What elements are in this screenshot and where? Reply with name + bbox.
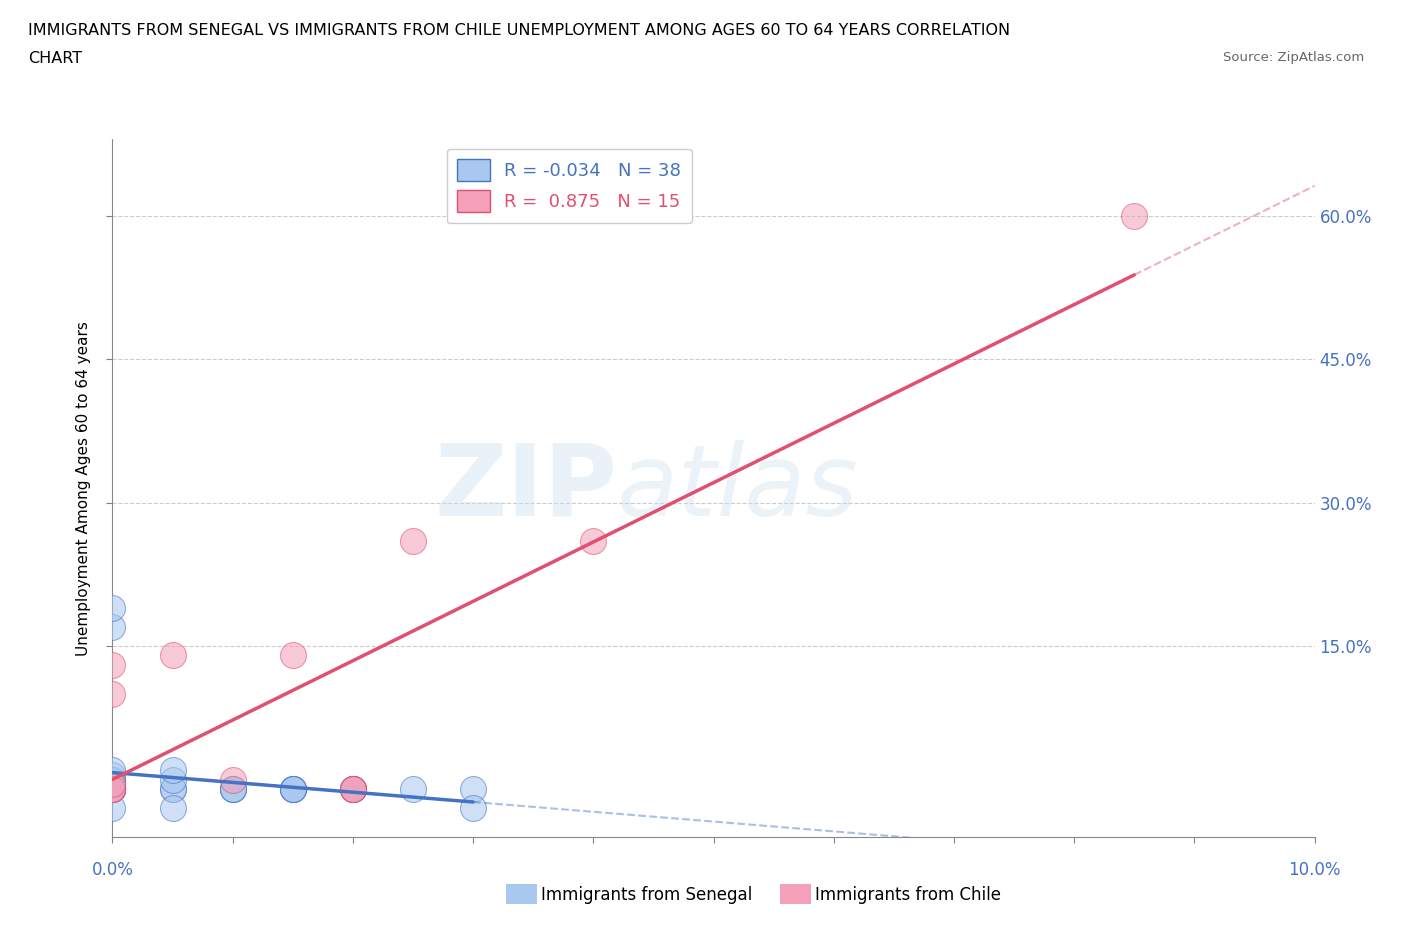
FancyBboxPatch shape: [498, 878, 546, 910]
Point: [402, 782, 425, 797]
Point: [342, 782, 364, 797]
Point: [162, 772, 184, 787]
Point: [101, 767, 124, 782]
Point: [101, 782, 124, 797]
Point: [342, 782, 364, 797]
Point: [342, 782, 364, 797]
Point: [342, 782, 364, 797]
Text: Immigrants from Senegal: Immigrants from Senegal: [541, 885, 752, 904]
Point: [342, 782, 364, 797]
Point: [101, 777, 124, 791]
Point: [101, 763, 124, 777]
Point: [281, 782, 304, 797]
Point: [101, 658, 124, 672]
Point: [101, 782, 124, 797]
Point: [342, 782, 364, 797]
Y-axis label: Unemployment Among Ages 60 to 64 years: Unemployment Among Ages 60 to 64 years: [76, 321, 91, 656]
Point: [582, 534, 605, 549]
Point: [101, 772, 124, 787]
Text: atlas: atlas: [617, 440, 859, 537]
Point: [101, 777, 124, 791]
Text: IMMIGRANTS FROM SENEGAL VS IMMIGRANTS FROM CHILE UNEMPLOYMENT AMONG AGES 60 TO 6: IMMIGRANTS FROM SENEGAL VS IMMIGRANTS FR…: [28, 23, 1011, 38]
Point: [101, 600, 124, 615]
Point: [281, 648, 304, 663]
Point: [162, 763, 184, 777]
Point: [101, 772, 124, 787]
Point: [461, 801, 484, 816]
Text: ZIP: ZIP: [434, 440, 617, 537]
Text: Source: ZipAtlas.com: Source: ZipAtlas.com: [1223, 51, 1364, 64]
Text: Immigrants from Chile: Immigrants from Chile: [815, 885, 1001, 904]
Point: [101, 782, 124, 797]
Point: [101, 782, 124, 797]
Point: [281, 782, 304, 797]
Point: [281, 782, 304, 797]
Point: [222, 782, 245, 797]
FancyBboxPatch shape: [773, 878, 820, 910]
Point: [101, 782, 124, 797]
Point: [101, 619, 124, 634]
Point: [101, 782, 124, 797]
Point: [162, 801, 184, 816]
Point: [1123, 208, 1146, 223]
Point: [162, 648, 184, 663]
Point: [162, 782, 184, 797]
Point: [101, 777, 124, 791]
Point: [222, 782, 245, 797]
Point: [162, 782, 184, 797]
Point: [101, 782, 124, 797]
Point: [222, 782, 245, 797]
Point: [101, 782, 124, 797]
Text: CHART: CHART: [28, 51, 82, 66]
Point: [222, 772, 245, 787]
Point: [101, 782, 124, 797]
Point: [101, 782, 124, 797]
Point: [402, 534, 425, 549]
Point: [101, 801, 124, 816]
Point: [101, 782, 124, 797]
Legend: R = -0.034   N = 38, R =  0.875   N = 15: R = -0.034 N = 38, R = 0.875 N = 15: [447, 149, 692, 223]
Text: 0.0%: 0.0%: [91, 861, 134, 879]
Point: [101, 782, 124, 797]
Point: [101, 782, 124, 797]
Point: [101, 686, 124, 701]
Point: [461, 782, 484, 797]
Point: [281, 782, 304, 797]
Text: 10.0%: 10.0%: [1288, 861, 1341, 879]
Point: [101, 782, 124, 797]
